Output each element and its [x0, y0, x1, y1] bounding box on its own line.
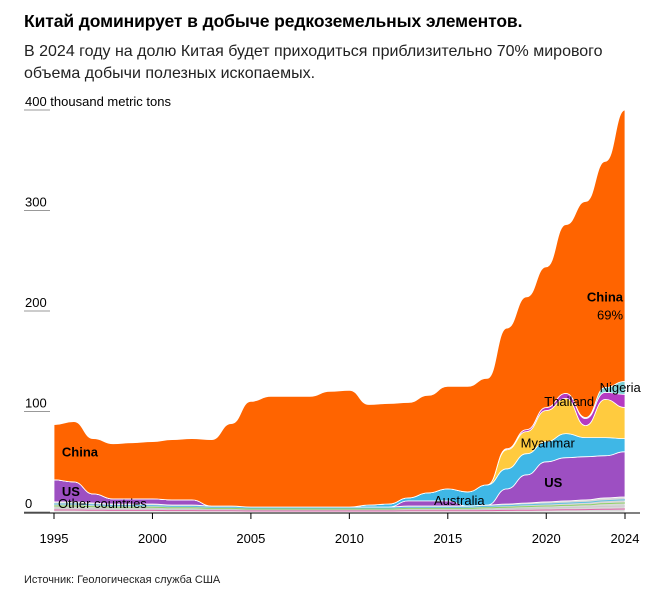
y-axis: 0 100 200 300 400 thousand metric tons: [25, 94, 171, 511]
y-tick-label-300: 300: [25, 195, 47, 210]
chart-title: Китай доминирует в добыче редкоземельных…: [24, 11, 523, 31]
stacked-areas: [53, 109, 626, 513]
label-us-2: US: [62, 484, 80, 499]
x-tick-label-2010: 2010: [335, 531, 364, 546]
area-china: [53, 109, 626, 508]
x-tick-label-2000: 2000: [138, 531, 167, 546]
other-strand-1: [54, 505, 626, 511]
other-strand-2: [54, 502, 626, 510]
x-tick-label-1995: 1995: [40, 531, 69, 546]
source-note: Источник: Геологическая служба США: [24, 574, 221, 586]
chart-subtitle: В 2024 году на долю Китая будет приходит…: [24, 43, 603, 82]
x-tick-label-2005: 2005: [236, 531, 265, 546]
x-tick-label-2024: 2024: [611, 531, 640, 546]
label-australia-5: Australia: [434, 493, 485, 508]
label-other-countries-4: Other countries: [58, 496, 147, 511]
label-us-3: US: [544, 475, 562, 490]
label-thailand-7: Thailand: [544, 394, 594, 409]
other-strand-3: [54, 499, 626, 509]
x-tick-label-2020: 2020: [532, 531, 561, 546]
y-axis-unit-label: 400 thousand metric tons: [25, 94, 171, 109]
label-china-share: 69%: [597, 307, 623, 322]
label-china-0: China: [587, 289, 624, 304]
chart-canvas: 0 100 200 300 400 thousand metric tons 1995 2…: [24, 94, 642, 546]
y-tick-label-0: 0: [25, 496, 32, 511]
label-china-1: China: [62, 445, 99, 460]
other-strand-0: [54, 508, 626, 512]
y-tick-label-200: 200: [25, 295, 47, 310]
grid-lines: [24, 109, 50, 513]
x-tick-label-2015: 2015: [433, 531, 462, 546]
y-tick-label-100: 100: [25, 396, 47, 411]
x-axis: 1995 2000 2005 2010 2015 2020 2024: [24, 512, 640, 546]
label-myanmar-6: Myanmar: [521, 436, 576, 451]
label-nigeria-8: Nigeria: [600, 380, 642, 395]
